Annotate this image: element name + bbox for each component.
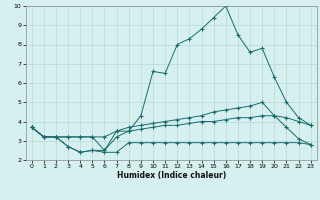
X-axis label: Humidex (Indice chaleur): Humidex (Indice chaleur) (116, 171, 226, 180)
